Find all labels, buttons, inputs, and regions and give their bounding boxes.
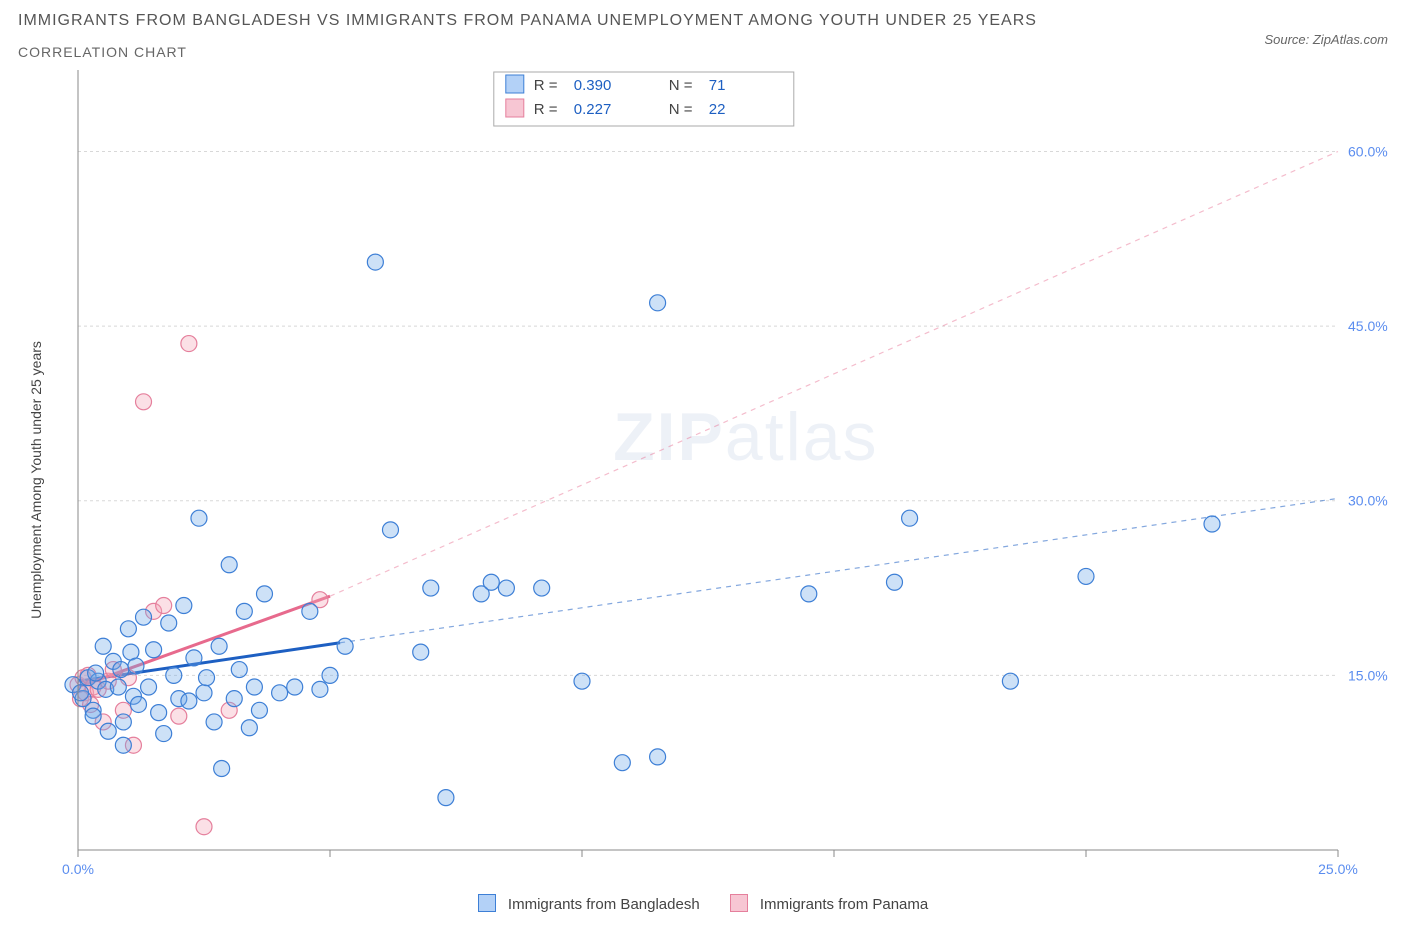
svg-text:71: 71 <box>709 77 726 94</box>
svg-text:0.0%: 0.0% <box>62 861 94 877</box>
legend-label-panama: Immigrants from Panama <box>760 896 928 913</box>
legend-swatch-blue <box>478 894 496 912</box>
legend-label-bangladesh: Immigrants from Bangladesh <box>508 896 700 913</box>
legend-item-bangladesh: Immigrants from Bangladesh <box>478 894 700 913</box>
svg-text:45.0%: 45.0% <box>1348 318 1388 334</box>
legend-item-panama: Immigrants from Panama <box>730 894 929 913</box>
svg-text:0.390: 0.390 <box>574 77 612 94</box>
scatter-chart: ZIPatlas 0.0% 25.0% 15.0% 30.0% 45.0% 60.0% R =… <box>18 70 1388 890</box>
svg-text:R =: R = <box>534 101 558 118</box>
y-axis-label: Unemployment Among Youth under 25 years <box>28 341 44 619</box>
svg-text:R =: R = <box>534 77 558 94</box>
svg-text:30.0%: 30.0% <box>1348 493 1388 509</box>
svg-text:22: 22 <box>709 101 726 118</box>
source-label: Source: ZipAtlas.com <box>1264 32 1388 47</box>
title-block: IMMIGRANTS FROM BANGLADESH VS IMMIGRANTS… <box>18 12 1037 70</box>
svg-text:25.0%: 25.0% <box>1318 861 1358 877</box>
bottom-legend: Immigrants from Bangladesh Immigrants fr… <box>18 894 1388 913</box>
svg-text:15.0%: 15.0% <box>1348 667 1388 683</box>
chart-container: Unemployment Among Youth under 25 years … <box>18 70 1388 890</box>
svg-text:ZIPatlas: ZIPatlas <box>613 399 878 475</box>
svg-text:60.0%: 60.0% <box>1348 143 1388 159</box>
svg-text:0.227: 0.227 <box>574 101 612 118</box>
chart-title-line1: IMMIGRANTS FROM BANGLADESH VS IMMIGRANTS… <box>18 12 1037 30</box>
legend-swatch-pink <box>730 894 748 912</box>
header: IMMIGRANTS FROM BANGLADESH VS IMMIGRANTS… <box>18 12 1388 70</box>
svg-text:N =: N = <box>669 77 693 94</box>
chart-title-line2: CORRELATION CHART <box>18 44 1037 60</box>
svg-text:N =: N = <box>669 101 693 118</box>
